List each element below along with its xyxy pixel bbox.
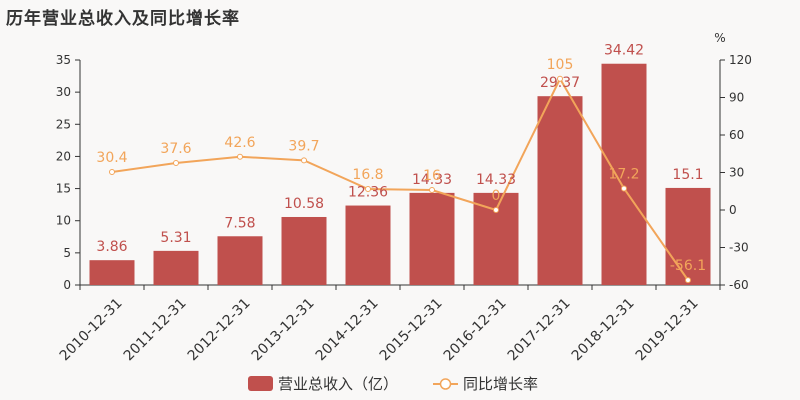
line-data-label: 0: [492, 188, 501, 204]
y-right-tick-label: 60: [729, 128, 744, 142]
bar-data-label: 34.42: [604, 43, 644, 59]
bar-data-label: 12.36: [348, 185, 388, 201]
growth-point: [173, 160, 179, 166]
y-right-tick-label: 90: [729, 91, 744, 105]
legend-line-label: 同比增长率: [463, 375, 538, 393]
y-left-tick-label: 20: [56, 149, 71, 163]
bar: [537, 96, 583, 285]
bar: [601, 63, 647, 285]
x-tick-label: 2016-12-31: [441, 295, 510, 364]
line-data-label: 17.2: [608, 167, 639, 183]
bar: [345, 205, 391, 285]
line-data-label: 37.6: [160, 141, 191, 157]
bar: [665, 187, 711, 285]
x-tick-label: 2012-12-31: [185, 295, 254, 364]
bar-data-label: 15.1: [672, 167, 703, 183]
growth-point: [109, 169, 115, 175]
growth-point: [365, 186, 371, 192]
growth-point: [301, 157, 307, 164]
bar-data-label: 14.33: [412, 172, 452, 188]
x-tick-label: 2015-12-31: [377, 295, 446, 364]
y-left-tick-label: 10: [56, 214, 71, 228]
line-data-label: 42.6: [224, 135, 255, 151]
legend-bar-label: 营业总收入（亿）: [278, 375, 398, 393]
bar: [409, 192, 455, 285]
x-tick-label: 2017-12-31: [505, 295, 574, 364]
growth-point: [621, 185, 627, 192]
y-left-tick-label: 0: [63, 278, 71, 292]
bar-data-label: 3.86: [96, 239, 127, 255]
bar: [473, 192, 519, 285]
x-tick-label: 2019-12-31: [633, 295, 702, 364]
legend-bar-swatch: [248, 376, 273, 391]
line-data-label: 39.7: [288, 138, 319, 154]
line-data-label: -56.1: [670, 258, 706, 274]
bar: [89, 260, 135, 285]
growth-line: [111, 76, 689, 281]
bar-data-label: 14.33: [476, 172, 516, 188]
y-left-tick-label: 25: [56, 117, 71, 131]
x-tick-label: 2013-12-31: [249, 295, 318, 364]
line-data-label: 105: [547, 57, 574, 73]
growth-point: [685, 277, 691, 284]
y-right-tick-label: -30: [729, 241, 749, 255]
x-tick-label: 2011-12-31: [121, 295, 190, 364]
line-data-label: 30.4: [96, 150, 127, 166]
bar-data-label: 5.31: [160, 230, 191, 246]
x-tick-label: 2010-12-31: [57, 295, 126, 364]
y-left-tick-label: 5: [63, 246, 71, 260]
growth-point: [237, 153, 243, 160]
legend-line-marker: [439, 378, 452, 390]
line-data-label: 16.8: [352, 167, 383, 183]
line-data-label: 16: [423, 168, 441, 184]
bar-data-label: 7.58: [224, 215, 255, 231]
x-tick-label: 2014-12-31: [313, 295, 382, 364]
y-left-tick-label: 15: [56, 182, 71, 196]
chart-title: 历年营业总收入及同比增长率: [6, 9, 240, 29]
bar-data-label: 29.37: [540, 75, 580, 91]
growth-point: [557, 75, 563, 82]
y-right-tick-label: 120: [729, 53, 752, 67]
x-tick-label: 2018-12-31: [569, 295, 638, 364]
y-right-tick-label: -60: [729, 278, 749, 292]
bar: [153, 250, 199, 285]
growth-point: [429, 187, 435, 193]
y-right-unit-label: %: [714, 31, 725, 45]
y-right-tick-label: 30: [729, 166, 744, 180]
y-right-tick-label: 0: [729, 203, 737, 217]
y-left-tick-label: 35: [56, 53, 71, 67]
bar: [281, 216, 327, 285]
bar-data-label: 10.58: [284, 196, 324, 212]
y-left-tick-label: 30: [56, 85, 71, 99]
growth-point: [493, 207, 499, 213]
bar: [217, 236, 263, 285]
